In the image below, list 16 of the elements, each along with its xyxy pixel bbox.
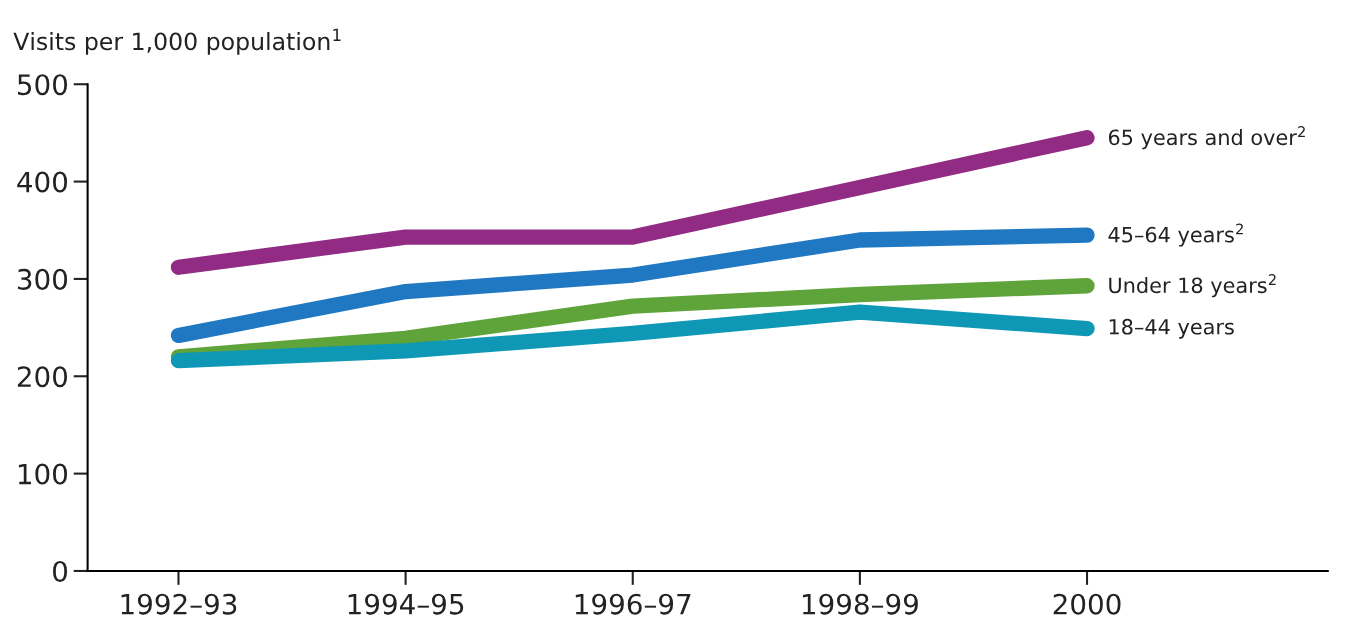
y-tick-label: 0: [53, 560, 68, 582]
y-tick-label: 500: [17, 74, 68, 96]
series-label: Under 18 years$^{2}$: [1109, 274, 1276, 298]
x-tick-label: 1998–99: [802, 593, 918, 615]
y-axis-title: Visits per 1,000 population$^{1}$: [13, 28, 341, 55]
x-tick-label: 1996–97: [575, 593, 691, 615]
x-tick-label: 1992–93: [121, 593, 237, 615]
x-tick-label: 1994–95: [348, 593, 464, 615]
y-tick-label: 400: [17, 171, 68, 193]
y-tick-label: 200: [17, 366, 68, 388]
y-tick-label: 300: [17, 268, 68, 290]
x-tick-label: 2000: [1053, 593, 1121, 615]
series-label: 18–44 years: [1109, 318, 1234, 339]
series-label: 65 years and over$^{2}$: [1108, 126, 1305, 150]
series-label: 45–64 years$^{2}$: [1108, 223, 1243, 247]
y-tick-label: 100: [18, 463, 68, 485]
